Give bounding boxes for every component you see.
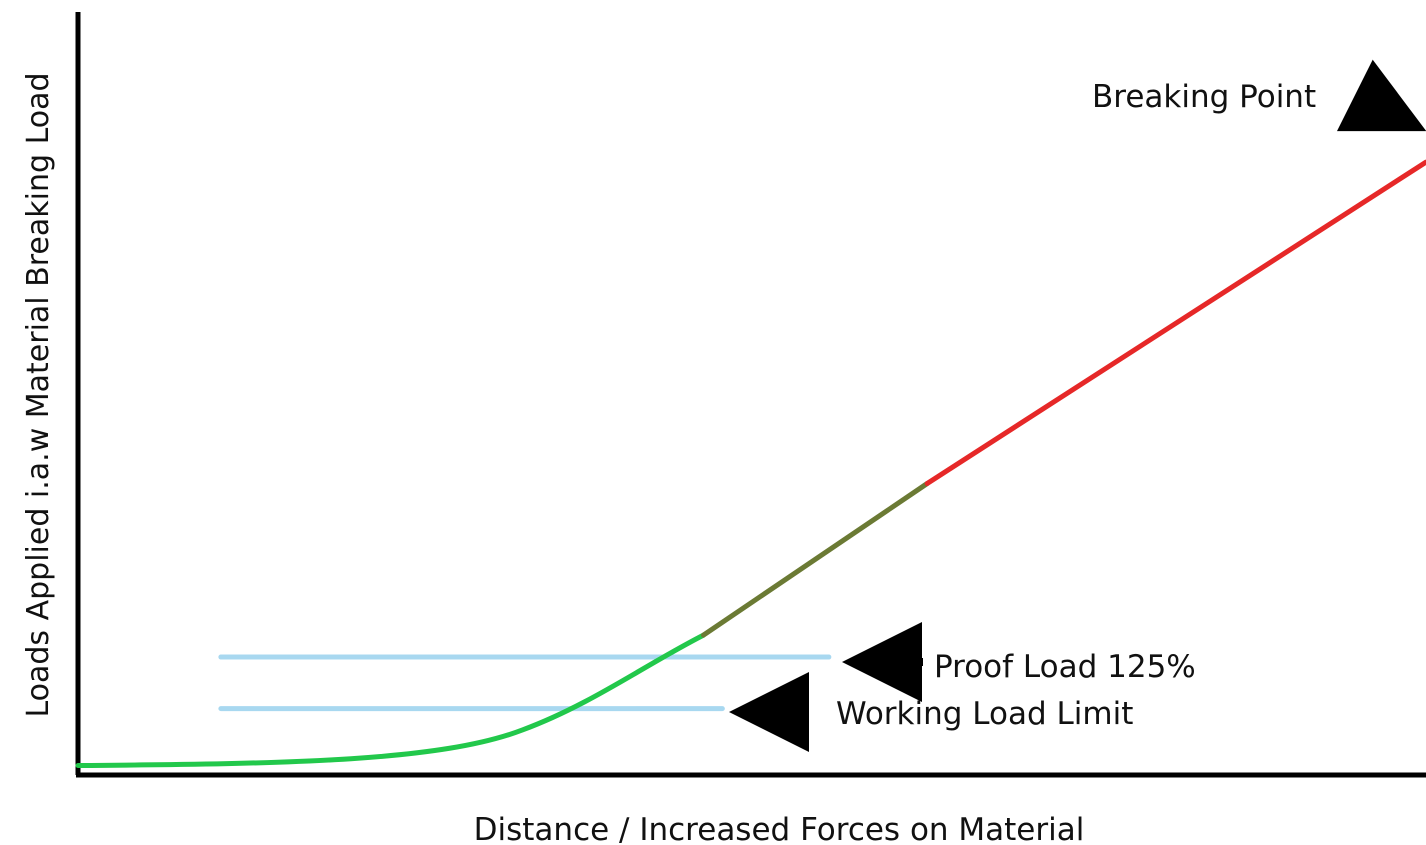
curve-segment-plastic [924, 159, 1426, 486]
y-axis-label: Loads Applied i.a.w Material Breaking Lo… [21, 72, 56, 717]
breaking-point-label: Breaking Point [1092, 79, 1316, 115]
reference-lines [218, 654, 832, 712]
plot-area [75, 12, 1426, 778]
breaking-point-arrow [1336, 59, 1426, 132]
working-load-limit-label: Working Load Limit [836, 696, 1133, 732]
curve-segment-elastic [75, 632, 706, 768]
proof-load-125-label: Proof Load 125% [934, 649, 1196, 685]
load-curve [75, 159, 1426, 768]
curve-segment-transition [701, 481, 930, 638]
x-axis-label: Distance / Increased Forces on Material [474, 812, 1085, 845]
annotations: Breaking Point Proof Load 125% Working Loa… [729, 59, 1426, 752]
